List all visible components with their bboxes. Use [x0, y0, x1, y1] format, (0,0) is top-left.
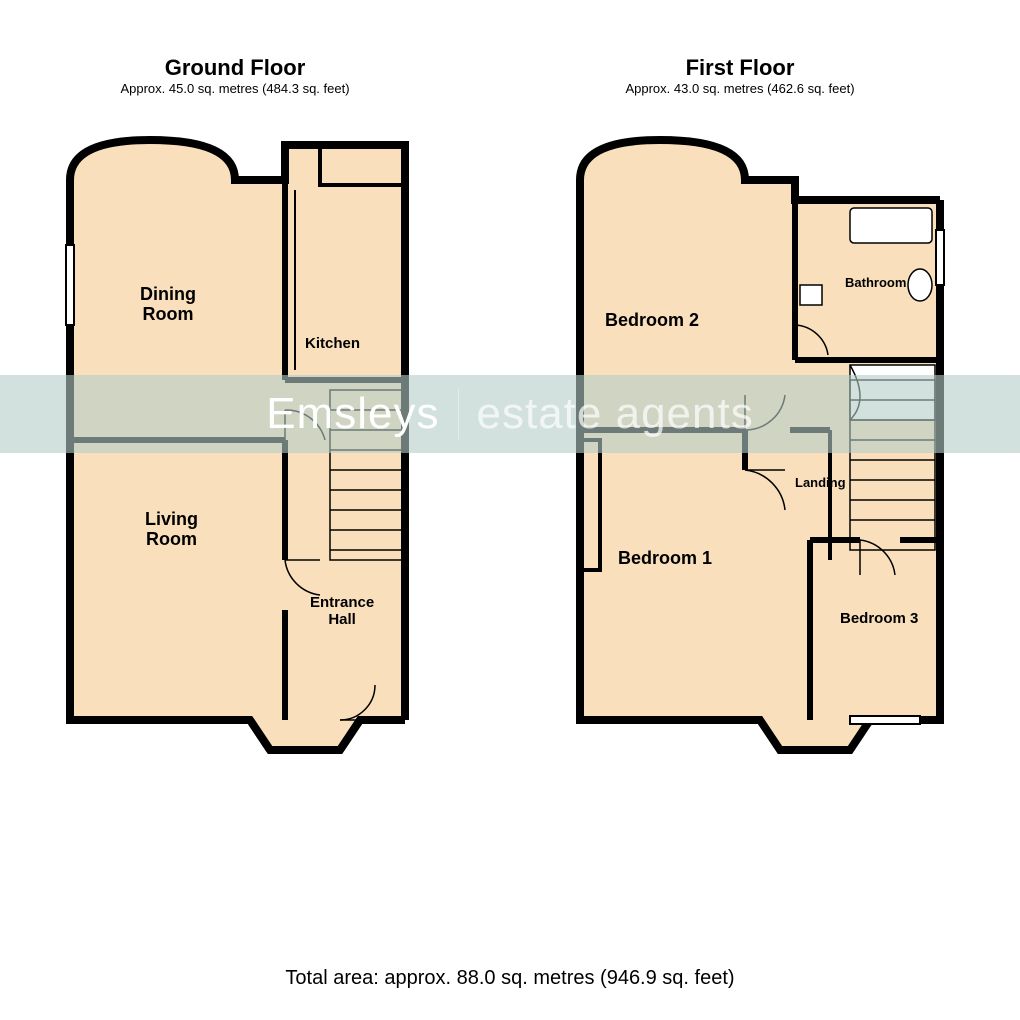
watermark: Emsleys estate agents [0, 375, 1020, 453]
first-floor-title: First Floor [560, 55, 920, 81]
label-kitchen: Kitchen [305, 335, 360, 352]
label-hall: EntranceHall [310, 595, 374, 628]
label-dining: DiningRoom [140, 285, 196, 325]
label-bed1: Bedroom 1 [618, 548, 712, 569]
first-floor-subtitle: Approx. 43.0 sq. metres (462.6 sq. feet) [560, 81, 920, 96]
label-bath: Bathroom [845, 275, 906, 290]
ground-floor-subtitle: Approx. 45.0 sq. metres (484.3 sq. feet) [70, 81, 400, 96]
ground-floor-plan [60, 130, 460, 800]
label-bed2: Bedroom 2 [605, 310, 699, 331]
ground-floor-title: Ground Floor [70, 55, 400, 81]
label-landing: Landing [795, 475, 846, 490]
first-floor-plan [550, 130, 970, 800]
total-area: Total area: approx. 88.0 sq. metres (946… [0, 967, 1020, 990]
label-living: LivingRoom [145, 510, 198, 550]
label-bed3: Bedroom 3 [840, 610, 918, 627]
